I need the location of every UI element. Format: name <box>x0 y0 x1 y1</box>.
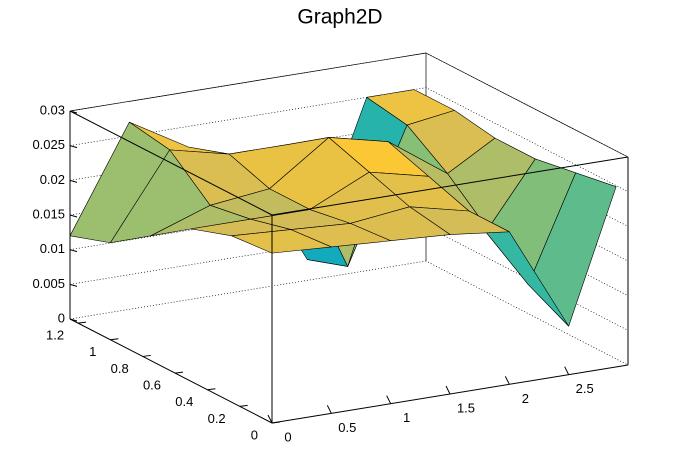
surface-cell <box>231 229 332 254</box>
x-tick <box>504 376 510 385</box>
y-axis <box>69 318 273 424</box>
y-tick <box>207 388 216 391</box>
z-tick-label: 0.025 <box>32 137 65 152</box>
z-tick-label: 0.02 <box>40 172 65 187</box>
box-edge <box>425 52 629 158</box>
box-edge <box>271 156 629 216</box>
y-tick-label: 0.6 <box>143 378 161 393</box>
y-tick <box>174 371 184 374</box>
box-edge <box>69 110 273 216</box>
x-tick <box>564 366 570 375</box>
x-tick <box>326 405 332 414</box>
z-tick-label: 0.03 <box>40 102 65 117</box>
y-tick-label: 1.2 <box>46 328 64 343</box>
x-tick-label: 1 <box>403 410 410 425</box>
x-tick-label: 0 <box>284 429 291 444</box>
z-tick-label: 0.005 <box>32 276 65 291</box>
y-tick <box>78 321 87 324</box>
x-tick <box>445 385 451 395</box>
z-tick <box>69 145 78 149</box>
x-tick-label: 2 <box>522 391 529 406</box>
x-tick-label: 1.5 <box>457 400 475 415</box>
x-tick <box>267 414 273 424</box>
x-tick <box>386 395 392 404</box>
y-tick-label: 0.8 <box>111 361 129 376</box>
z-tick <box>69 214 78 218</box>
y-tick <box>271 421 281 424</box>
x-tick-label: 2.5 <box>576 381 594 396</box>
chart-title: Graph2D <box>297 6 382 29</box>
z-tick-label: 0 <box>58 310 65 325</box>
y-tick-label: 0.2 <box>208 411 226 426</box>
y-tick <box>142 354 151 357</box>
z-tick-label: 0.015 <box>32 206 65 221</box>
box-edge <box>69 52 427 112</box>
y-tick-label: 1 <box>89 344 96 359</box>
z-tick <box>69 283 78 287</box>
y-tick-label: 0.4 <box>175 394 193 409</box>
z-tick-label: 0.01 <box>40 241 65 256</box>
y-tick-label: 0 <box>251 427 258 442</box>
z-tick <box>69 249 78 253</box>
y-tick <box>110 338 119 341</box>
x-tick-label: 0.5 <box>338 420 356 435</box>
z-tick <box>69 179 78 183</box>
y-tick <box>239 404 248 407</box>
